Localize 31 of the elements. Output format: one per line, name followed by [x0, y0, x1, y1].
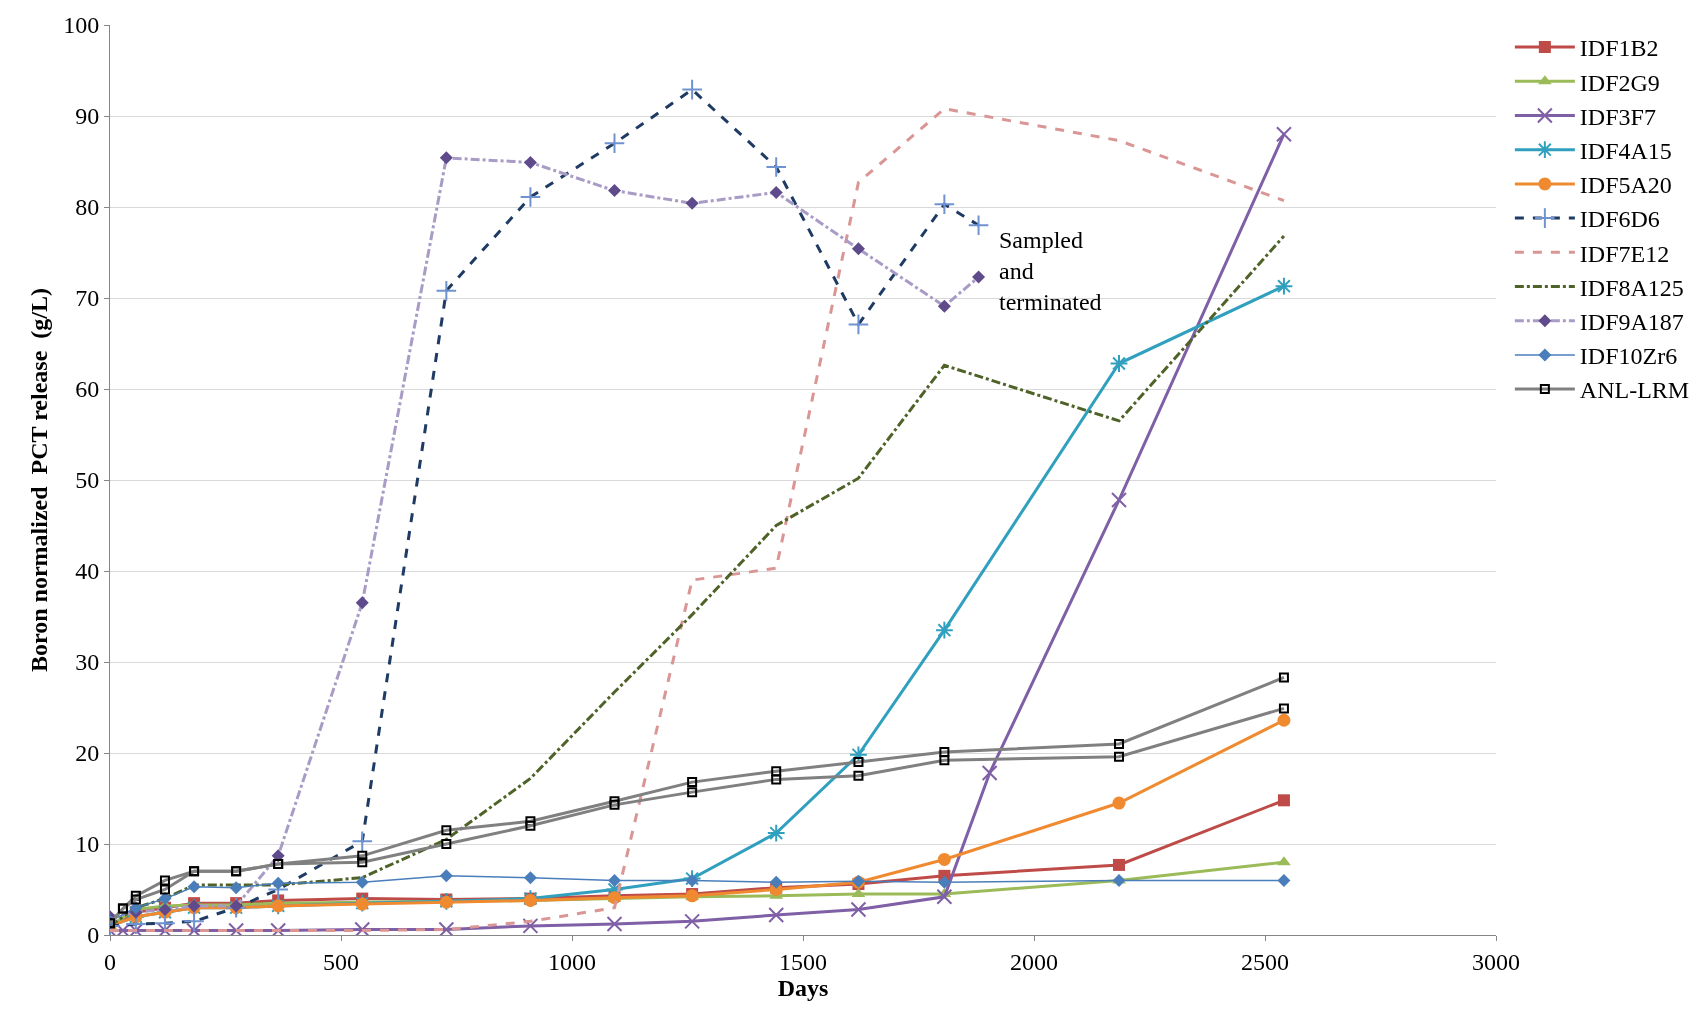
y-tick-label: 60	[75, 376, 100, 403]
y-tick-label: 70	[75, 285, 100, 312]
y-tick-label: 40	[75, 558, 100, 585]
legend-label: IDF6D6	[1579, 206, 1660, 233]
y-tick-label: 50	[75, 467, 100, 494]
y-tick-label: 30	[75, 649, 100, 676]
legend-label: IDF9A187	[1579, 309, 1684, 336]
legend-label: IDF8A125	[1579, 274, 1684, 301]
x-tick-label: 2000	[1010, 948, 1058, 975]
annotation: Sampled and terminated	[999, 227, 1102, 316]
legend-label: IDF2G9	[1579, 69, 1660, 96]
y-tick-label: 20	[75, 740, 100, 767]
legend-label: ANL-LRM	[1579, 377, 1690, 404]
legend-label: IDF1B2	[1579, 35, 1659, 62]
legend-label: IDF3F7	[1579, 103, 1656, 130]
y-tick-label: 0	[87, 922, 100, 949]
legend-label: IDF4A15	[1579, 138, 1672, 165]
y-tick-label: 100	[63, 12, 100, 39]
y-tick-label: 10	[75, 831, 100, 858]
x-tick-label: 500	[323, 948, 359, 975]
y-axis-title: Boron normalized PCT release (g/L)	[26, 288, 53, 672]
x-tick-label: 3000	[1472, 948, 1520, 975]
legend-label: IDF5A20	[1579, 172, 1672, 199]
y-tick-label: 90	[75, 103, 100, 130]
x-tick-label: 1000	[548, 948, 596, 975]
x-tick-label: 2500	[1241, 948, 1289, 975]
legend-label: IDF7E12	[1579, 240, 1670, 267]
x-tick-label: 1500	[779, 948, 827, 975]
legend-label: IDF10Zr6	[1579, 343, 1678, 370]
x-axis-title: Days	[777, 974, 829, 1001]
y-tick-label: 80	[75, 194, 100, 221]
